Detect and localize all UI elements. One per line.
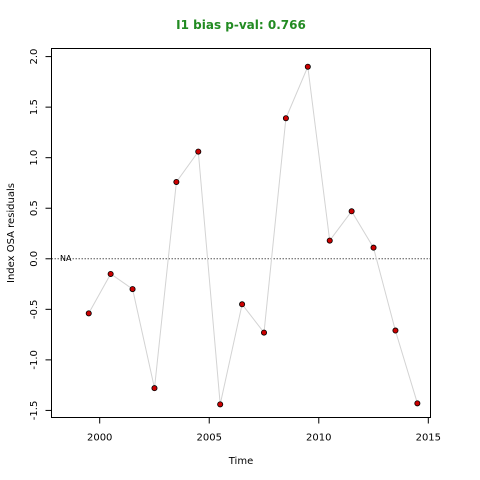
residual-point <box>414 400 421 407</box>
residual-point <box>392 327 399 334</box>
residual-point <box>239 301 246 308</box>
y-tick-label: 1.0 <box>29 150 40 166</box>
x-axis: 2000 2005 2010 2015 <box>87 417 441 444</box>
y-axis-label: Index OSA residuals <box>6 183 17 283</box>
plot-area <box>51 63 431 408</box>
na-annotation: NA <box>60 254 72 263</box>
x-tick-label: 2005 <box>197 433 222 444</box>
x-tick-label: 2015 <box>416 433 441 444</box>
residual-point <box>370 244 377 251</box>
y-axis: -1.5 -1.0 -0.5 0.0 0.5 1.0 1.5 2.0 <box>29 49 52 421</box>
y-tick-label: 0.0 <box>29 251 40 267</box>
residual-point <box>195 148 202 155</box>
y-tick-label: -1.0 <box>29 350 40 370</box>
residual-point <box>129 286 136 293</box>
residual-point <box>282 115 289 122</box>
plot-frame <box>51 48 431 418</box>
residual-point <box>151 385 158 392</box>
x-axis-label: Time <box>228 456 253 467</box>
y-tick-label: -0.5 <box>29 300 40 320</box>
residual-point <box>326 237 333 244</box>
y-tick-label: -1.5 <box>29 401 40 421</box>
residual-point <box>217 401 224 408</box>
x-tick-label: 2000 <box>87 433 112 444</box>
x-tick-label: 2010 <box>306 433 331 444</box>
residual-point <box>304 63 311 70</box>
y-tick-label: 1.5 <box>29 99 40 115</box>
residual-point <box>173 178 180 185</box>
y-tick-label: 0.5 <box>29 200 40 216</box>
residual-point <box>107 270 114 277</box>
residual-point <box>85 310 92 317</box>
residual-series-line <box>88 64 418 405</box>
residual-point <box>261 329 268 336</box>
chart-title: I1 bias p-val: 0.766 <box>176 18 306 32</box>
residual-point <box>348 208 355 215</box>
y-tick-label: 2.0 <box>29 49 40 65</box>
